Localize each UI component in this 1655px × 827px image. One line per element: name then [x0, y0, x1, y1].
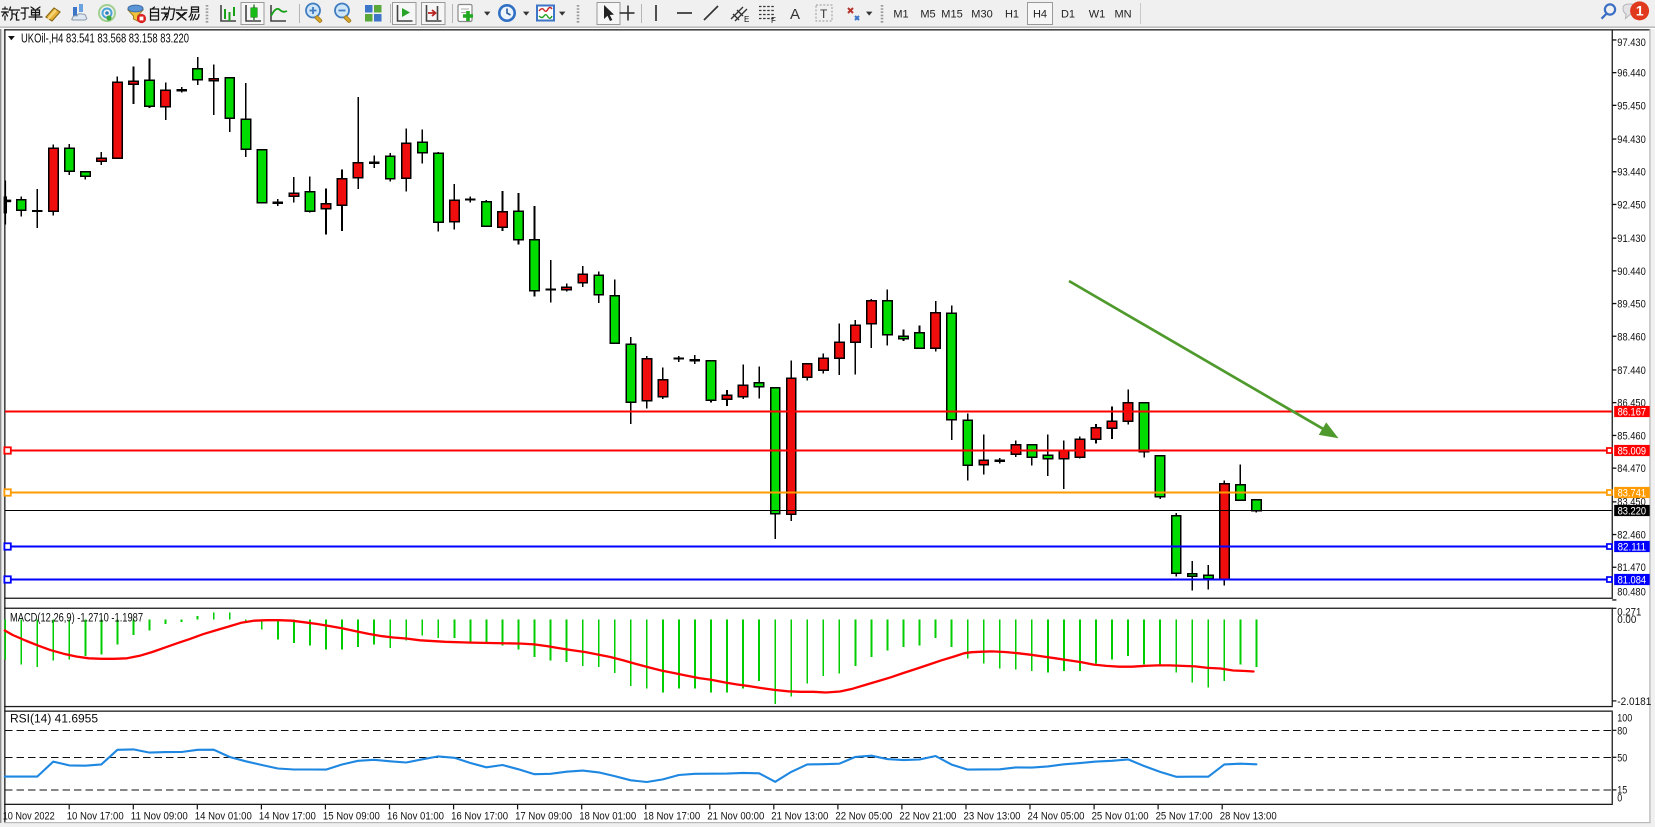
svg-text:25 Nov 01:00: 25 Nov 01:00 — [1092, 810, 1149, 822]
svg-text:22 Nov 05:00: 22 Nov 05:00 — [835, 810, 892, 822]
svg-text:H1: H1 — [1005, 8, 1019, 20]
svg-text:UKOil-,H4 83.541 83.568 83.15: UKOil-,H4 83.541 83.568 83.158 83.220 — [21, 32, 189, 46]
svg-text:17 Nov 09:00: 17 Nov 09:00 — [515, 810, 572, 822]
svg-text:MN: MN — [1114, 8, 1131, 20]
svg-text:10 Nov 2022: 10 Nov 2022 — [3, 810, 55, 822]
svg-text:50: 50 — [1617, 752, 1627, 764]
svg-text:82.111: 82.111 — [1618, 542, 1647, 554]
svg-text:RSI(14) 41.6955: RSI(14) 41.6955 — [10, 714, 98, 726]
svg-text:87.440: 87.440 — [1617, 365, 1646, 377]
svg-text:92.450: 92.450 — [1617, 200, 1646, 212]
svg-text:15: 15 — [1617, 785, 1627, 797]
svg-text:21 Nov 13:00: 21 Nov 13:00 — [771, 810, 828, 822]
svg-text:E: E — [744, 15, 749, 24]
svg-text:A: A — [790, 6, 800, 23]
svg-text:90.440: 90.440 — [1617, 266, 1646, 278]
svg-text:1: 1 — [1636, 3, 1644, 19]
svg-text:H4: H4 — [1033, 8, 1047, 20]
svg-text:93.440: 93.440 — [1617, 167, 1646, 179]
svg-text:80: 80 — [1617, 725, 1627, 737]
svg-text:28 Nov 13:00: 28 Nov 13:00 — [1220, 810, 1277, 822]
svg-text:16 Nov 01:00: 16 Nov 01:00 — [387, 810, 444, 822]
svg-text:83.220: 83.220 — [1618, 506, 1647, 518]
svg-text:F: F — [771, 16, 776, 25]
svg-text:88.460: 88.460 — [1617, 331, 1646, 343]
svg-text:25 Nov 17:00: 25 Nov 17:00 — [1156, 810, 1213, 822]
svg-text:0.00: 0.00 — [1617, 614, 1636, 626]
svg-text:91.430: 91.430 — [1617, 233, 1646, 245]
svg-text:22 Nov 21:00: 22 Nov 21:00 — [899, 810, 956, 822]
svg-text:MACD(12,26,9) -1.2710 -1.1987: MACD(12,26,9) -1.2710 -1.1987 — [10, 613, 143, 625]
svg-text:81.084: 81.084 — [1618, 575, 1647, 587]
svg-text:11 Nov 09:00: 11 Nov 09:00 — [131, 810, 188, 822]
svg-text:M30: M30 — [971, 8, 992, 20]
svg-text:T: T — [820, 7, 828, 21]
svg-text:W1: W1 — [1089, 8, 1106, 20]
svg-text:18 Nov 01:00: 18 Nov 01:00 — [579, 810, 636, 822]
svg-text:M5: M5 — [920, 8, 935, 20]
svg-text:80.480: 80.480 — [1617, 587, 1646, 599]
svg-text:16 Nov 17:00: 16 Nov 17:00 — [451, 810, 508, 822]
svg-text:M15: M15 — [941, 8, 962, 20]
svg-text:15 Nov 09:00: 15 Nov 09:00 — [323, 810, 380, 822]
svg-text:82.460: 82.460 — [1617, 530, 1646, 542]
svg-text:10 Nov 17:00: 10 Nov 17:00 — [67, 810, 124, 822]
svg-text:100: 100 — [1617, 713, 1632, 725]
svg-text:83.741: 83.741 — [1618, 488, 1647, 500]
svg-text:81.470: 81.470 — [1617, 562, 1646, 574]
svg-text:97.430: 97.430 — [1617, 37, 1646, 49]
svg-text:D1: D1 — [1061, 8, 1075, 20]
svg-text:14 Nov 01:00: 14 Nov 01:00 — [195, 810, 252, 822]
svg-text:14 Nov 17:00: 14 Nov 17:00 — [259, 810, 316, 822]
svg-text:95.450: 95.450 — [1617, 100, 1646, 112]
svg-text:84.470: 84.470 — [1617, 463, 1646, 475]
svg-text:18 Nov 17:00: 18 Nov 17:00 — [643, 810, 700, 822]
svg-text:96.440: 96.440 — [1617, 68, 1646, 80]
svg-text:0.271: 0.271 — [1617, 606, 1641, 618]
svg-text:94.430: 94.430 — [1617, 134, 1646, 146]
svg-text:86.167: 86.167 — [1618, 407, 1647, 419]
svg-text:21 Nov 00:00: 21 Nov 00:00 — [707, 810, 764, 822]
svg-text:0: 0 — [1617, 793, 1622, 805]
svg-text:M1: M1 — [893, 8, 908, 20]
svg-text:85.009: 85.009 — [1618, 446, 1647, 458]
svg-text:85.460: 85.460 — [1617, 430, 1646, 442]
svg-text:89.450: 89.450 — [1617, 299, 1646, 311]
svg-text:-2.0181: -2.0181 — [1617, 696, 1651, 708]
svg-text:23 Nov 13:00: 23 Nov 13:00 — [964, 810, 1021, 822]
svg-text:24 Nov 05:00: 24 Nov 05:00 — [1028, 810, 1085, 822]
